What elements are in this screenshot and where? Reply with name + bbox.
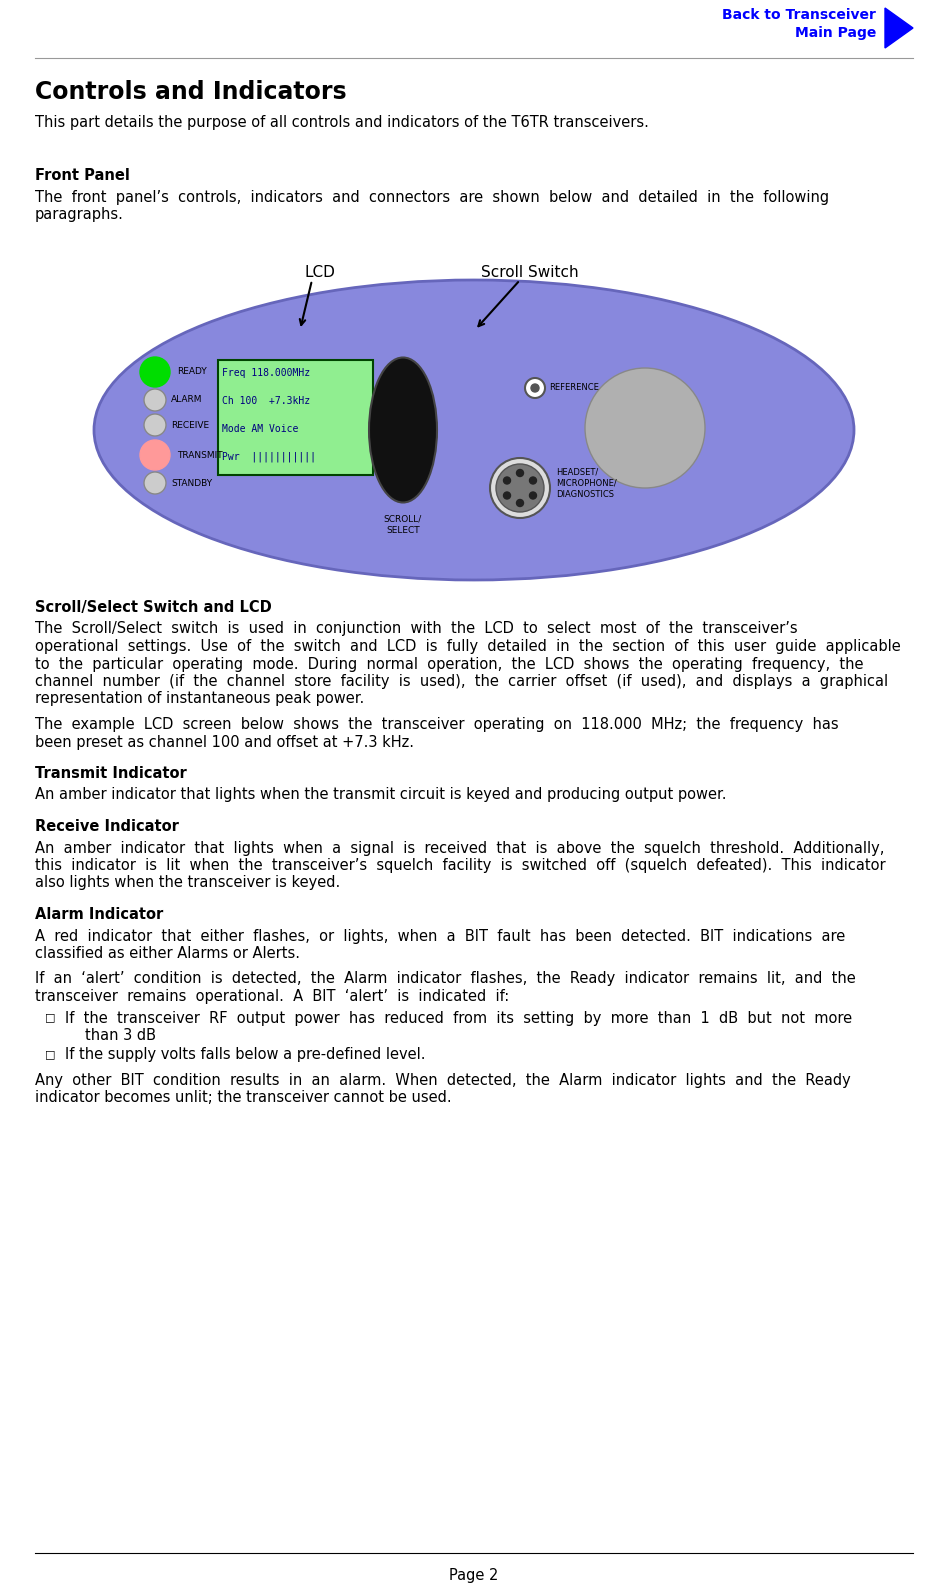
- Text: also lights when the transceiver is keyed.: also lights when the transceiver is keye…: [35, 876, 340, 890]
- Text: Transmit Indicator: Transmit Indicator: [35, 766, 187, 782]
- Circle shape: [503, 492, 511, 498]
- Text: Any  other  BIT  condition  results  in  an  alarm.  When  detected,  the  Alarm: Any other BIT condition results in an al…: [35, 1073, 850, 1087]
- Text: Scroll/Select Switch and LCD: Scroll/Select Switch and LCD: [35, 600, 272, 615]
- Circle shape: [140, 357, 170, 387]
- Text: The  example  LCD  screen  below  shows  the  transceiver  operating  on  118.00: The example LCD screen below shows the t…: [35, 716, 839, 732]
- Circle shape: [530, 478, 537, 484]
- Text: than 3 dB: than 3 dB: [85, 1028, 156, 1043]
- Text: Back to Transceiver
Main Page: Back to Transceiver Main Page: [722, 8, 876, 40]
- Ellipse shape: [94, 280, 854, 579]
- Text: to  the  particular  operating  mode.  During  normal  operation,  the  LCD  sho: to the particular operating mode. During…: [35, 656, 864, 672]
- Text: REFERENCE: REFERENCE: [549, 384, 599, 393]
- FancyBboxPatch shape: [218, 360, 373, 474]
- Circle shape: [525, 377, 545, 398]
- Text: SCROLL/
SELECT: SCROLL/ SELECT: [384, 514, 422, 535]
- Text: If  an  ‘alert’  condition  is  detected,  the  Alarm  indicator  flashes,  the : If an ‘alert’ condition is detected, the…: [35, 971, 856, 987]
- Text: Page 2: Page 2: [449, 1568, 499, 1582]
- Text: ALARM: ALARM: [171, 395, 203, 404]
- Text: The  Scroll/Select  switch  is  used  in  conjunction  with  the  LCD  to  selec: The Scroll/Select switch is used in conj…: [35, 621, 797, 637]
- Text: Pwr  |||||||||||: Pwr |||||||||||: [222, 452, 316, 463]
- Circle shape: [490, 458, 550, 517]
- Text: An  amber  indicator  that  lights  when  a  signal  is  received  that  is  abo: An amber indicator that lights when a si…: [35, 841, 884, 855]
- Text: STANDBY: STANDBY: [171, 479, 212, 487]
- Text: operational  settings.  Use  of  the  switch  and  LCD  is  fully  detailed  in : operational settings. Use of the switch …: [35, 638, 901, 654]
- Text: If the supply volts falls below a pre-defined level.: If the supply volts falls below a pre-de…: [65, 1048, 426, 1062]
- Text: An amber indicator that lights when the transmit circuit is keyed and producing : An amber indicator that lights when the …: [35, 788, 726, 802]
- Text: this  indicator  is  lit  when  the  transceiver’s  squelch  facility  is  switc: this indicator is lit when the transceiv…: [35, 858, 885, 872]
- Text: A  red  indicator  that  either  flashes,  or  lights,  when  a  BIT  fault  has: A red indicator that either flashes, or …: [35, 928, 846, 944]
- Polygon shape: [885, 8, 913, 48]
- Text: □: □: [45, 1049, 56, 1060]
- Text: transceiver  remains  operational.  A  BIT  ‘alert’  is  indicated  if:: transceiver remains operational. A BIT ‘…: [35, 989, 509, 1005]
- Text: Alarm Indicator: Alarm Indicator: [35, 907, 163, 922]
- Text: LCD: LCD: [304, 264, 336, 280]
- Circle shape: [585, 368, 705, 489]
- Circle shape: [517, 470, 523, 476]
- Text: READY: READY: [177, 368, 207, 376]
- Text: Ch 100  +7.3kHz: Ch 100 +7.3kHz: [222, 396, 310, 406]
- Text: channel  number  (if  the  channel  store  facility  is  used),  the  carrier  o: channel number (if the channel store fac…: [35, 673, 888, 689]
- Text: classified as either Alarms or Alerts.: classified as either Alarms or Alerts.: [35, 946, 300, 962]
- Circle shape: [530, 492, 537, 498]
- Text: representation of instantaneous peak power.: representation of instantaneous peak pow…: [35, 691, 364, 707]
- Text: Mode AM Voice: Mode AM Voice: [222, 423, 299, 435]
- Circle shape: [531, 384, 539, 392]
- Circle shape: [496, 463, 544, 513]
- Circle shape: [503, 478, 511, 484]
- Text: HEADSET/
MICROPHONE/
DIAGNOSTICS: HEADSET/ MICROPHONE/ DIAGNOSTICS: [556, 468, 617, 498]
- Text: If  the  transceiver  RF  output  power  has  reduced  from  its  setting  by  m: If the transceiver RF output power has r…: [65, 1011, 852, 1025]
- Text: RECEIVE: RECEIVE: [171, 420, 210, 430]
- Text: indicator becomes unlit; the transceiver cannot be used.: indicator becomes unlit; the transceiver…: [35, 1091, 451, 1105]
- Text: Front Panel: Front Panel: [35, 169, 130, 183]
- Ellipse shape: [369, 358, 437, 503]
- Text: TRANSMIT: TRANSMIT: [177, 451, 223, 460]
- Text: Receive Indicator: Receive Indicator: [35, 818, 179, 834]
- Circle shape: [140, 439, 170, 470]
- Text: paragraphs.: paragraphs.: [35, 207, 124, 223]
- Text: This part details the purpose of all controls and indicators of the T6TR transce: This part details the purpose of all con…: [35, 115, 648, 131]
- Text: Controls and Indicators: Controls and Indicators: [35, 80, 347, 103]
- Text: The  front  panel’s  controls,  indicators  and  connectors  are  shown  below  : The front panel’s controls, indicators a…: [35, 189, 830, 205]
- Text: Scroll Switch: Scroll Switch: [482, 264, 579, 280]
- Circle shape: [517, 500, 523, 506]
- Text: been preset as channel 100 and offset at +7.3 kHz.: been preset as channel 100 and offset at…: [35, 734, 414, 750]
- Text: Freq 118.000MHz: Freq 118.000MHz: [222, 368, 310, 377]
- Circle shape: [144, 471, 166, 494]
- Circle shape: [144, 388, 166, 411]
- Text: □: □: [45, 1013, 56, 1022]
- Circle shape: [144, 414, 166, 436]
